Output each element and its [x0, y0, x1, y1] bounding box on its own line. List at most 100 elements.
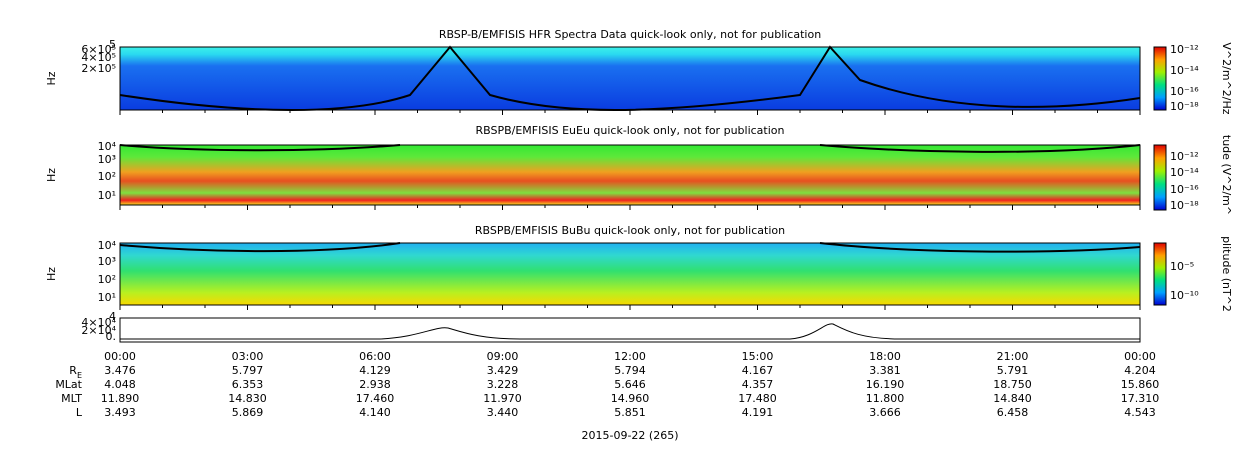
colorbar-tick-label: 10⁻¹⁶: [1170, 85, 1199, 98]
time-tick-label: 09:00: [487, 350, 519, 363]
ephemeris-value: 5.794: [614, 364, 646, 377]
colorbar-tick-label: 10⁻¹⁴: [1170, 64, 1199, 77]
cyclotron-line: [119, 242, 1141, 253]
colorbar: [1153, 46, 1167, 111]
y-tick-label: 10³: [98, 153, 116, 166]
ephemeris-value: 5.797: [232, 364, 264, 377]
ephemeris-value: 17.310: [1121, 392, 1160, 405]
panel-title: RBSPB/EMFISIS EuEu quick-look only, not …: [475, 124, 784, 137]
ephemeris-value: 14.840: [993, 392, 1032, 405]
y-tick-label: 10²: [98, 170, 116, 183]
ephemeris-value: 2.938: [359, 378, 391, 391]
colorbar-tick-label: 10⁻¹⁰: [1170, 289, 1199, 302]
colorbar-tick-label: 10⁻⁵: [1170, 260, 1194, 273]
spectrogram: [120, 145, 1140, 205]
row-label-sub: E: [77, 371, 82, 380]
ephemeris-value: 16.190: [866, 378, 905, 391]
ephemeris-value: 6.353: [232, 378, 264, 391]
ephemeris-value: 5.791: [997, 364, 1029, 377]
y-tick-label: 10¹: [98, 189, 116, 202]
ephemeris-value: 3.666: [869, 406, 901, 419]
y-axis-label: Hz: [45, 168, 58, 182]
ephemeris-value: 17.460: [356, 392, 395, 405]
ephemeris-value: 3.440: [487, 406, 519, 419]
ephemeris-value: 18.750: [993, 378, 1032, 391]
ephemeris-value: 4.543: [1124, 406, 1156, 419]
colorbar-label: plitude (nT^2: [1220, 236, 1233, 312]
time-tick-label: 06:00: [359, 350, 391, 363]
y-tick-label: 4: [109, 310, 116, 323]
time-tick-label: 18:00: [869, 350, 901, 363]
panel-title: RBSPB/EMFISIS BuBu quick-look only, not …: [475, 224, 785, 237]
y-tick-label: 10¹: [98, 291, 116, 304]
time-tick-label: 12:00: [614, 350, 646, 363]
colorbar-tick-label: 10⁻¹⁴: [1170, 166, 1199, 179]
spectrogram: [120, 47, 1140, 110]
ephemeris-value: 4.204: [1124, 364, 1156, 377]
y-tick-label: 10⁴: [98, 140, 117, 153]
row-label: MLT: [61, 392, 82, 405]
colorbar-tick-label: 10⁻¹²: [1170, 150, 1199, 163]
spectrogram: [120, 243, 1140, 305]
panel-title: RBSP-B/EMFISIS HFR Spectra Data quick-lo…: [439, 28, 821, 41]
y-tick-label: 5: [109, 38, 116, 51]
ephemeris-value: 3.493: [104, 406, 136, 419]
ephemeris-value: 14.830: [228, 392, 267, 405]
y-tick-label: 0.: [106, 330, 117, 343]
time-tick-label: 21:00: [997, 350, 1029, 363]
y-axis-label: Hz: [45, 267, 58, 281]
ephemeris-value: 3.381: [869, 364, 901, 377]
date-label: 2015-09-22 (265): [581, 429, 678, 442]
row-label-text: MLT: [61, 392, 82, 405]
time-tick-label: 03:00: [232, 350, 264, 363]
y-tick-label: 10³: [98, 255, 116, 268]
ephemeris-value: 15.860: [1121, 378, 1160, 391]
y-tick-label: 4×10⁴: [81, 316, 116, 329]
row-label-text: R: [69, 364, 77, 377]
colorbar-label: V^2/m^2/Hz: [1220, 42, 1233, 114]
ephemeris-value: 5.646: [614, 378, 646, 391]
row-label: RE: [69, 364, 82, 380]
ephemeris-value: 3.228: [487, 378, 519, 391]
cyclotron-line: [119, 144, 1141, 153]
row-label-text: MLat: [55, 378, 82, 391]
y-tick-label: 2×10⁴: [81, 324, 116, 337]
colorbar-label: tude (V^2/m^: [1220, 135, 1233, 215]
ephemeris-value: 5.851: [614, 406, 646, 419]
colorbar-tick-label: 10⁻¹⁸: [1170, 199, 1199, 212]
ephemeris-value: 14.960: [611, 392, 650, 405]
line-trace: [120, 323, 1140, 340]
time-tick-label: 15:00: [742, 350, 774, 363]
time-tick-label: 00:00: [104, 350, 136, 363]
ephemeris-value: 6.458: [997, 406, 1029, 419]
colorbar-tick-label: 10⁻¹⁶: [1170, 183, 1199, 196]
time-tick-label: 00:00: [1124, 350, 1156, 363]
colorbar-tick-label: 10⁻¹⁸: [1170, 100, 1199, 113]
ephemeris-value: 11.890: [101, 392, 140, 405]
y-tick-label: 6×10⁵: [81, 43, 116, 56]
y-tick-label: 2×10⁵: [81, 62, 116, 75]
y-tick-label: 10⁴: [98, 239, 117, 252]
spectrograms: [119, 45, 1141, 343]
ephemeris-value: 4.167: [742, 364, 774, 377]
ephemeris-value: 3.476: [104, 364, 136, 377]
panel-frame: [119, 317, 1141, 343]
ephemeris-value: 4.357: [742, 378, 774, 391]
y-tick-label: 4×10⁵: [81, 51, 116, 64]
ephemeris-value: 4.129: [359, 364, 391, 377]
colorbar: [1153, 242, 1167, 306]
ephemeris-value: 3.429: [487, 364, 519, 377]
colorbar-tick-label: 10⁻¹²: [1170, 43, 1199, 56]
y-tick-label: 10²: [98, 273, 116, 286]
ephemeris-value: 11.800: [866, 392, 905, 405]
ephemeris-value: 4.140: [359, 406, 391, 419]
ephemeris-value: 4.191: [742, 406, 774, 419]
ephemeris-value: 17.480: [738, 392, 777, 405]
colorbar: [1153, 144, 1167, 211]
ephemeris-value: 5.869: [232, 406, 264, 419]
y-axis-label: Hz: [45, 71, 58, 85]
row-label-text: L: [76, 406, 83, 419]
row-label: MLat: [55, 378, 82, 391]
